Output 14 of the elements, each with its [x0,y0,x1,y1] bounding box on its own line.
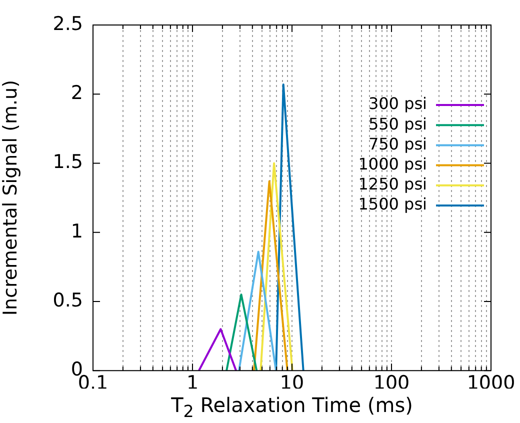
y-tick-label: 1 [70,220,83,242]
x-axis-title: T$_{2}$ Relaxation Time (ms) [170,393,414,421]
y-tick-label: 0.5 [52,289,83,312]
y-axis-title: Incremental Signal (m.u) [0,80,22,316]
legend-label: 1000 psi [358,154,427,174]
legend-label: 1500 psi [358,194,427,214]
legend-label: 1250 psi [358,174,427,194]
y-tick-label: 2 [70,82,83,104]
legend-label: 550 psi [368,114,427,134]
legend-label: 750 psi [368,134,427,154]
x-tick-label: 1 [186,372,199,394]
y-tick-label: 2.5 [52,12,83,35]
y-tick-label: 1.5 [52,151,83,174]
legend-label: 300 psi [368,94,427,114]
